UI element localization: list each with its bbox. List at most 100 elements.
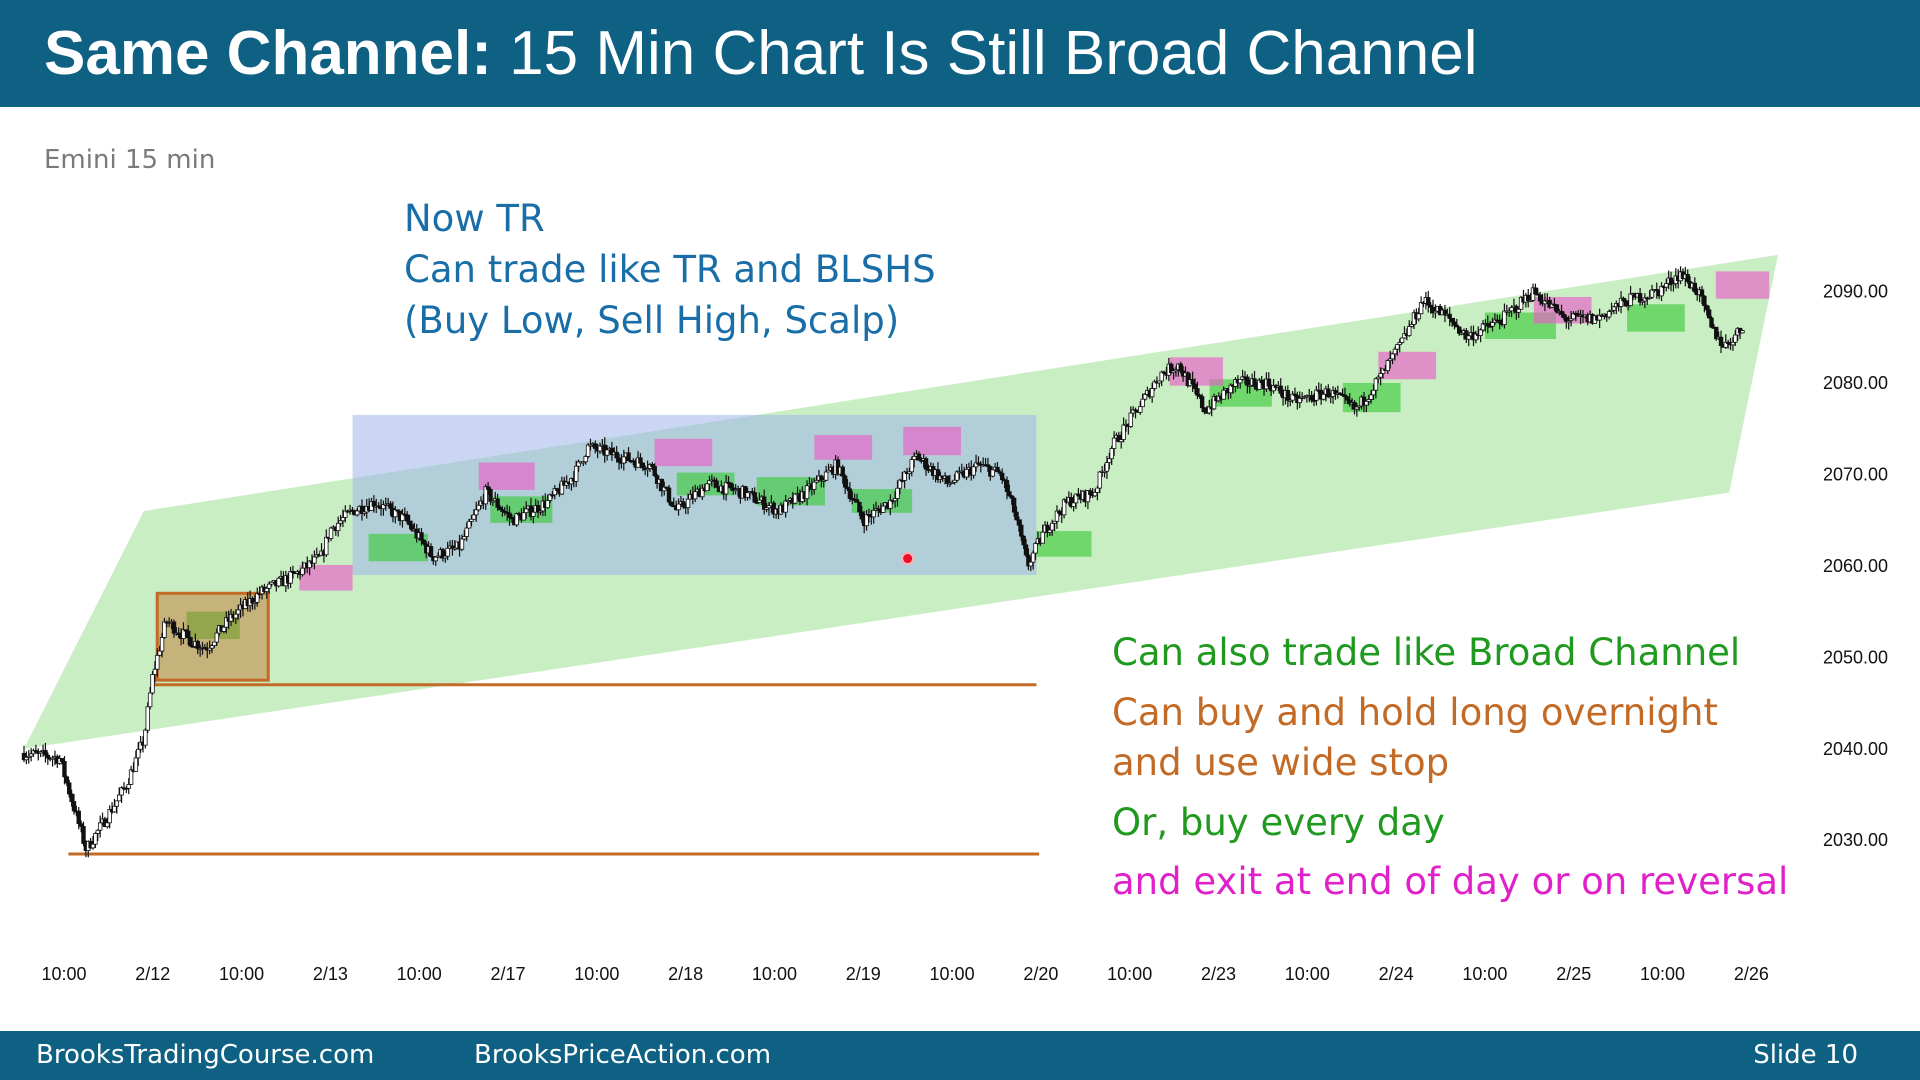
candles-layer	[21, 266, 1745, 858]
candle-body	[324, 536, 329, 556]
candle-body	[1104, 462, 1110, 472]
x-tick-label: 10:00	[219, 964, 264, 984]
candle-body	[1111, 437, 1117, 449]
candle-body	[700, 487, 705, 498]
price-chart: 2030.00 2040.00 2050.00 2060.00 2070.00 2080.…	[21, 254, 1888, 984]
x-tick-label: 10:00	[752, 964, 797, 984]
candle-body	[59, 758, 65, 762]
candle-body	[1128, 412, 1133, 427]
candle-body	[1516, 308, 1521, 313]
candle-body	[626, 452, 631, 462]
candle-body	[804, 485, 810, 499]
candle-body	[76, 810, 81, 825]
candle-body	[1490, 322, 1495, 327]
candle-body	[145, 706, 150, 731]
x-tick-label: 10:00	[1462, 964, 1507, 984]
candle-body	[531, 511, 536, 517]
sell-zone-6	[1169, 357, 1223, 386]
candle-body	[1061, 499, 1067, 516]
chart-instrument-label: Emini 15 min	[44, 145, 216, 175]
candle-body	[1371, 389, 1376, 396]
candle-body	[428, 546, 434, 557]
candle-body	[469, 518, 474, 522]
x-tick-label: 10:00	[1640, 964, 1685, 984]
candle-body	[1221, 389, 1226, 400]
candle-body	[171, 621, 177, 634]
candle-body	[1199, 396, 1205, 409]
candle-body	[221, 626, 227, 632]
candle-body	[1178, 363, 1183, 372]
candle-body	[1238, 378, 1243, 384]
candle-body	[459, 538, 465, 550]
candle-body	[745, 492, 750, 498]
candle-body	[621, 456, 626, 464]
candle-body	[400, 513, 405, 521]
candle-body	[714, 480, 719, 488]
note-tr-line-3: (Buy Low, Sell High, Scalp)	[404, 299, 900, 342]
candle-body	[300, 567, 305, 576]
candle-body	[1152, 381, 1157, 389]
candle-body	[666, 487, 672, 503]
candle-body	[1245, 376, 1250, 386]
candle-body	[1554, 304, 1559, 313]
candle-body	[1709, 317, 1714, 328]
candle-body	[476, 504, 481, 511]
x-tick-label: 10:00	[397, 964, 442, 984]
candle-body	[1378, 373, 1383, 378]
candle-body	[1706, 309, 1712, 319]
candle-body	[1733, 334, 1738, 343]
candle-body	[1297, 397, 1302, 404]
title-rest-part: 15 Min Chart Is Still Broad Channel	[491, 19, 1478, 88]
candle-body	[669, 501, 674, 506]
x-tick-label: 10:00	[41, 964, 86, 984]
candle-body	[854, 499, 860, 503]
candle-body	[105, 822, 110, 827]
candle-body	[474, 509, 479, 516]
candle-body	[93, 833, 98, 845]
candle-body	[186, 630, 191, 639]
candle-body	[1537, 294, 1543, 302]
candle-body	[236, 609, 241, 615]
candle-body	[1568, 318, 1574, 321]
candle-body	[945, 475, 950, 484]
candle-body	[1478, 329, 1483, 336]
candle-body	[638, 457, 643, 464]
x-tick-label: 2/18	[668, 964, 703, 984]
candle-body	[107, 808, 112, 824]
candle-body	[1597, 314, 1602, 321]
candle-body	[1088, 490, 1093, 495]
note-buy-every-day: Or, buy every day	[1112, 801, 1445, 844]
candle-body	[521, 512, 527, 521]
candle-body	[909, 459, 914, 473]
candle-body	[604, 449, 610, 456]
candle-body	[404, 514, 410, 522]
candle-body	[823, 471, 829, 481]
candle-body	[911, 455, 917, 461]
candle-body	[288, 570, 293, 584]
candle-body	[990, 469, 995, 477]
candle-body	[1014, 511, 1019, 521]
candle-body	[1628, 293, 1633, 306]
candle-body	[1092, 491, 1098, 497]
candle-body	[328, 527, 334, 539]
candle-body	[1021, 535, 1026, 546]
candle-body	[1368, 394, 1374, 400]
candle-body	[71, 801, 77, 812]
candle-body	[585, 444, 591, 457]
candle-body	[1202, 407, 1207, 413]
candle-body	[1442, 309, 1448, 315]
candle-body	[312, 556, 317, 564]
x-tick-label: 2/23	[1201, 964, 1236, 984]
x-tick-label: 10:00	[574, 964, 619, 984]
note-exit: and exit at end of day or on reversal	[1112, 860, 1789, 903]
x-tick-label: 2/19	[846, 964, 881, 984]
candle-body	[343, 510, 348, 518]
candle-body	[871, 509, 876, 518]
y-tick-label: 2070.00	[1823, 464, 1888, 484]
candle-body	[1345, 396, 1350, 401]
candle-body	[1192, 383, 1198, 389]
candle-body	[840, 466, 845, 477]
candle-body	[1095, 487, 1100, 493]
candle-body	[212, 641, 217, 647]
candle-body	[1649, 289, 1655, 298]
